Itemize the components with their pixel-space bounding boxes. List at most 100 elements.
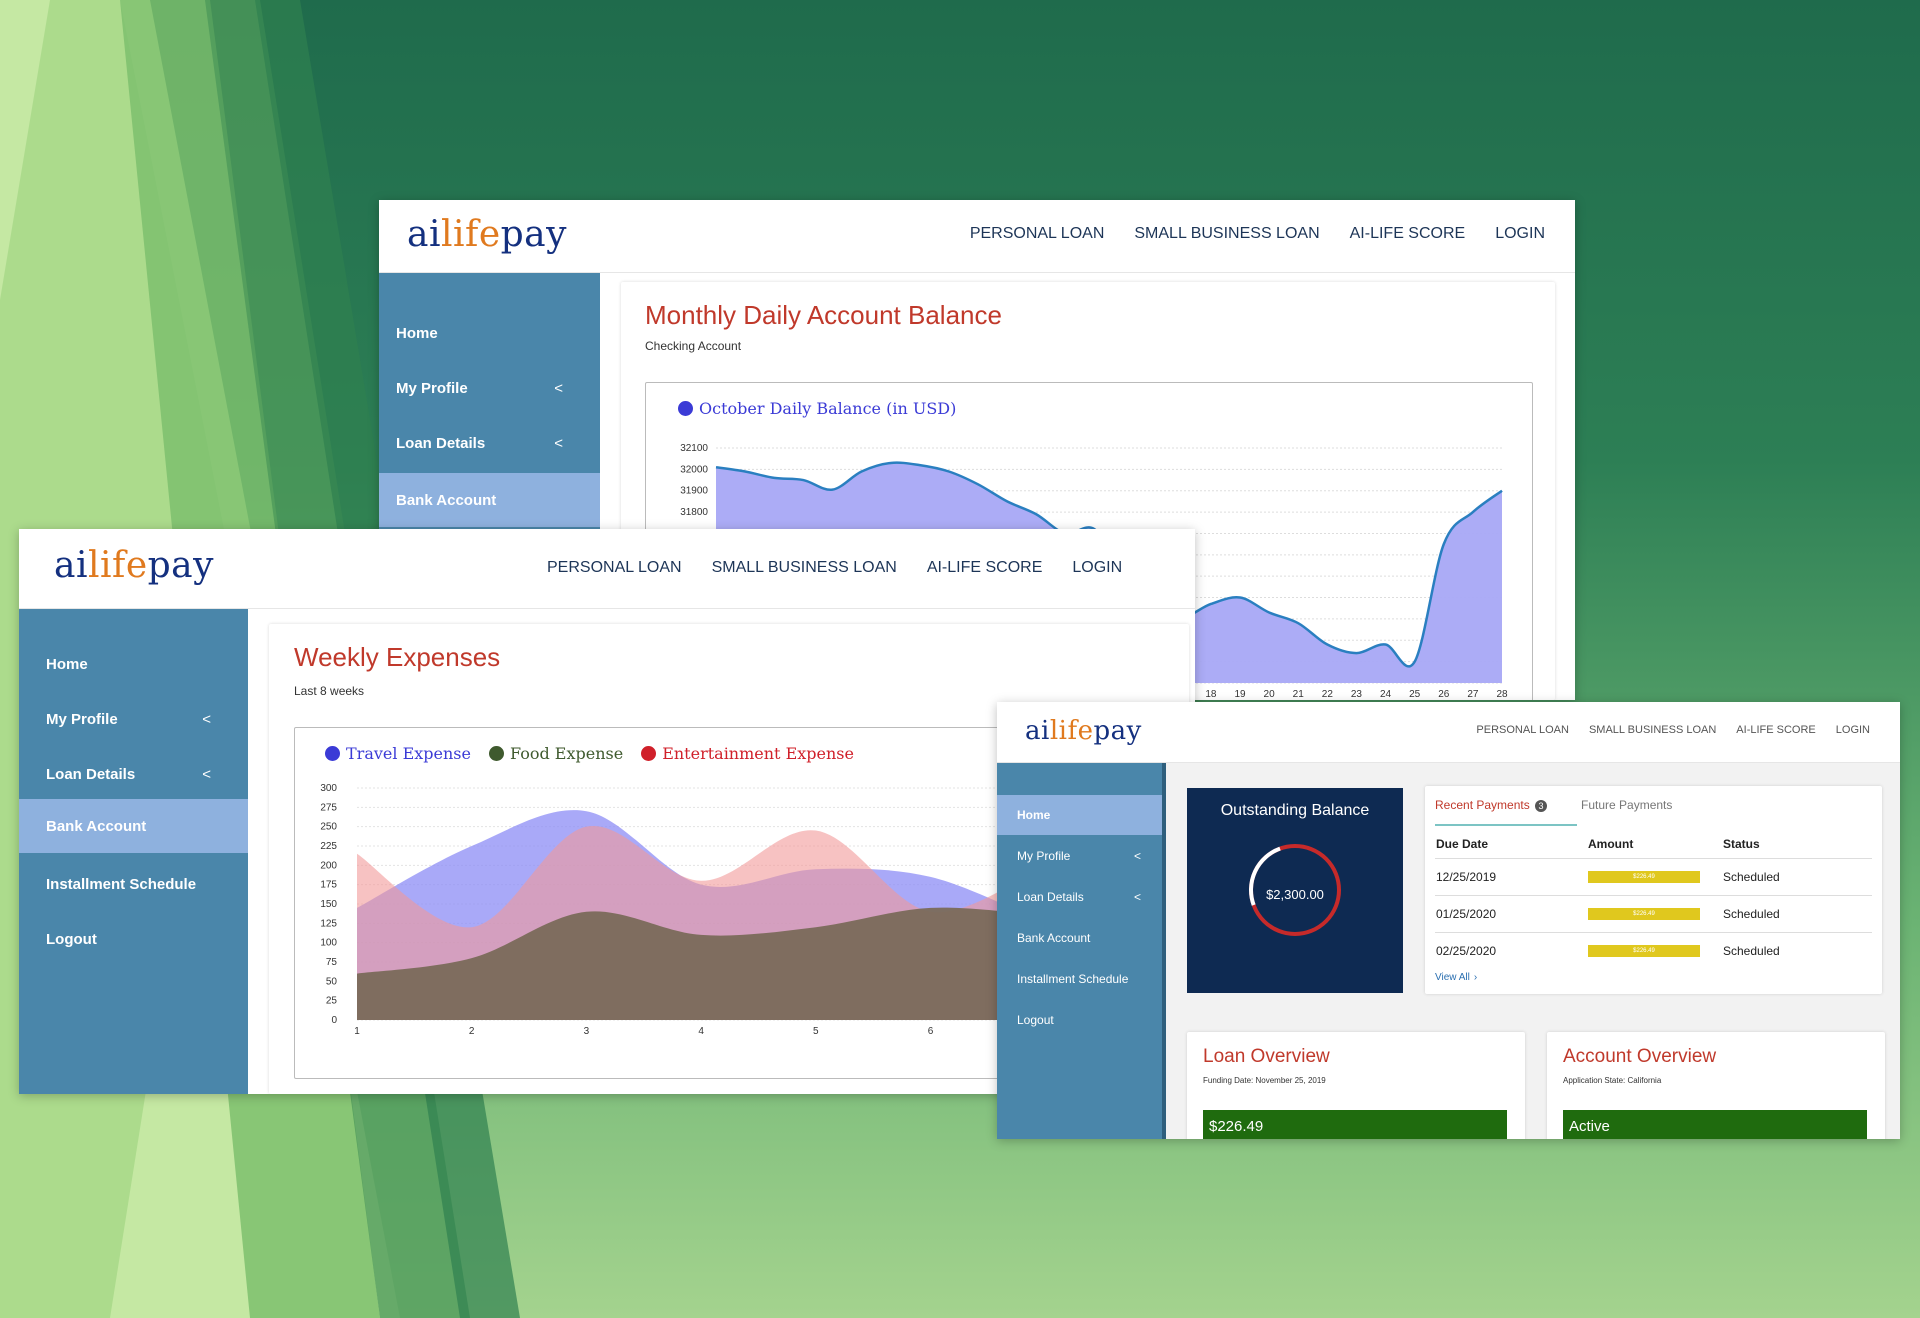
x-tick-label: 2 <box>469 1026 475 1037</box>
y-tick-label: 125 <box>320 918 337 929</box>
y-tick-label: 225 <box>320 841 337 852</box>
tab-future-payments[interactable]: Future Payments <box>1581 798 1673 812</box>
page-title: Weekly Expenses <box>294 642 501 672</box>
y-tick-label: 32100 <box>680 443 708 454</box>
loan-amount-bar: $226.49 <box>1203 1110 1507 1139</box>
y-tick-label: 150 <box>320 899 337 910</box>
header: ailifepay PERSONAL LOAN SMALL BUSINESS L… <box>19 529 1195 609</box>
sidebar-item-installment-schedule[interactable]: Installment Schedule <box>46 875 197 893</box>
tab-recent-payments[interactable]: Recent Payments 3 <box>1435 798 1577 826</box>
sidebar-item-my-profile[interactable]: My Profile < <box>396 379 563 397</box>
loan-overview-card: Loan Overview Funding Date: November 25,… <box>1187 1032 1525 1139</box>
nav-small-business-loan[interactable]: SMALL BUSINESS LOAN <box>711 559 897 576</box>
table-row[interactable]: 02/25/2020 $226.49 Scheduled <box>1435 933 1872 970</box>
legend-label: October Daily Balance (in USD) <box>699 399 957 418</box>
legend: October Daily Balance (in USD) <box>678 399 956 418</box>
nav-ai-life-score[interactable]: AI-LIFE SCORE <box>1349 225 1466 242</box>
account-overview-title: Account Overview <box>1563 1046 1717 1067</box>
nav-login[interactable]: LOGIN <box>1495 225 1545 242</box>
nav-small-business-loan[interactable]: SMALL BUSINESS LOAN <box>1134 225 1320 242</box>
x-tick-label: 27 <box>1467 689 1479 700</box>
sidebar-item-installment-schedule[interactable]: Installment Schedule <box>1017 972 1129 986</box>
chevron-left-icon: < <box>1133 849 1141 863</box>
col-status: Status <box>1723 837 1760 851</box>
account-status-bar: Active <box>1563 1110 1867 1139</box>
y-tick-label: 32000 <box>680 464 708 475</box>
table-row[interactable]: 12/25/2019 $226.49 Scheduled <box>1435 859 1872 896</box>
expenses-chart: 0 25 50 75 100 125 150 175 200 225 250 275 300 1 2 3 4 5 6… <box>320 783 1185 1037</box>
table-header: Due Date Amount Status <box>1435 830 1872 859</box>
sidebar-scrollbar[interactable] <box>1162 763 1166 1139</box>
x-tick-label: 21 <box>1293 689 1305 700</box>
legend-dot-icon <box>678 401 693 416</box>
x-tick-label: 25 <box>1409 689 1421 700</box>
header: ailifepay PERSONAL LOAN SMALL BUSINESS L… <box>379 200 1575 273</box>
header: ailifepay PERSONAL LOAN SMALL BUSINESS L… <box>997 702 1900 763</box>
nav-login[interactable]: LOGIN <box>1072 559 1123 576</box>
legend-food: Food Expense <box>488 744 623 763</box>
y-tick-label: 250 <box>320 822 337 833</box>
x-tick-label: 6 <box>928 1026 934 1037</box>
y-tick-label: 31800 <box>680 507 708 518</box>
x-tick-label: 3 <box>584 1026 590 1037</box>
top-nav: PERSONAL LOAN SMALL BUSINESS LOAN AI-LIF… <box>1476 724 1870 736</box>
nav-personal-loan[interactable]: PERSONAL LOAN <box>1476 724 1569 736</box>
sidebar-item-loan-details[interactable]: Loan Details < <box>1017 890 1141 904</box>
account-overview-subtitle: Application State: California <box>1563 1076 1662 1085</box>
outstanding-balance-card: Outstanding Balance $2,300.00 <box>1187 788 1403 993</box>
x-tick-label: 26 <box>1438 689 1450 700</box>
top-nav: PERSONAL LOAN SMALL BUSINESS LOAN AI-LIF… <box>547 559 1122 577</box>
nav-ai-life-score[interactable]: AI-LIFE SCORE <box>1736 724 1816 736</box>
sidebar-item-home[interactable]: Home <box>396 324 438 342</box>
y-tick-label: 25 <box>326 996 338 1007</box>
sidebar-item-home[interactable]: Home <box>997 795 1166 835</box>
series-area-food-expense <box>357 907 1046 1020</box>
outstanding-balance-title: Outstanding Balance <box>1220 802 1370 819</box>
sidebar-item-bank-account[interactable]: Bank Account <box>1017 931 1091 945</box>
logo[interactable]: ailifepay <box>54 545 214 586</box>
chevron-left-icon: < <box>554 379 563 397</box>
nav-ai-life-score[interactable]: AI-LIFE SCORE <box>926 559 1043 576</box>
y-tick-label: 200 <box>320 860 337 871</box>
nav-small-business-loan[interactable]: SMALL BUSINESS LOAN <box>1588 724 1717 736</box>
legend-dot-icon <box>641 746 657 761</box>
row-amount: $226.49 <box>1587 933 1722 970</box>
logo[interactable]: ailifepay <box>407 214 567 255</box>
y-tick-label: 31900 <box>680 486 708 497</box>
row-date: 01/25/2020 <box>1436 907 1497 921</box>
row-status: Scheduled <box>1723 907 1780 921</box>
sidebar-item-loan-details[interactable]: Loan Details < <box>46 765 211 783</box>
table-row[interactable]: 01/25/2020 $226.49 Scheduled <box>1435 896 1872 933</box>
sidebar-item-logout[interactable]: Logout <box>46 930 97 948</box>
row-status: Scheduled <box>1723 944 1780 958</box>
chevron-left-icon: < <box>202 765 211 783</box>
sidebar-item-my-profile[interactable]: My Profile < <box>1017 849 1141 863</box>
x-tick-label: 22 <box>1322 689 1334 700</box>
sidebar-item-logout[interactable]: Logout <box>1017 1013 1054 1027</box>
y-tick-label: 275 <box>320 802 337 813</box>
y-tick-label: 50 <box>326 976 338 987</box>
sidebar: Home My Profile < Loan Details < Bank Acco… <box>997 763 1166 1139</box>
x-tick-label: 24 <box>1380 689 1392 700</box>
payments-card: Recent Payments 3 Future Payments Due Da… <box>1425 786 1882 994</box>
col-amount: Amount <box>1588 837 1634 851</box>
x-tick-label: 5 <box>813 1026 819 1037</box>
x-tick-label: 23 <box>1351 689 1363 700</box>
legend: Travel Expense Food Expense Entertainmen… <box>325 744 854 763</box>
sidebar-item-home[interactable]: Home <box>46 655 88 673</box>
view-all-link[interactable]: View All › <box>1435 972 1478 983</box>
logo[interactable]: ailifepay <box>1025 716 1142 746</box>
nav-login[interactable]: LOGIN <box>1835 724 1870 736</box>
sidebar-item-my-profile[interactable]: My Profile < <box>46 710 211 728</box>
sidebar-item-bank-account[interactable]: Bank Account <box>19 799 248 853</box>
nav-personal-loan[interactable]: PERSONAL LOAN <box>547 559 682 576</box>
y-tick-label: 175 <box>320 880 337 891</box>
account-overview-card: Account Overview Application State: Cali… <box>1547 1032 1885 1139</box>
sidebar-item-loan-details[interactable]: Loan Details < <box>396 434 563 452</box>
chevron-left-icon: < <box>1133 890 1141 904</box>
row-amount: $226.49 <box>1587 859 1722 896</box>
nav-personal-loan[interactable]: PERSONAL LOAN <box>969 225 1105 242</box>
sidebar-item-bank-account[interactable]: Bank Account <box>379 473 600 527</box>
legend-entertainment: Entertainment Expense <box>641 744 854 763</box>
y-tick-label: 75 <box>326 957 338 968</box>
